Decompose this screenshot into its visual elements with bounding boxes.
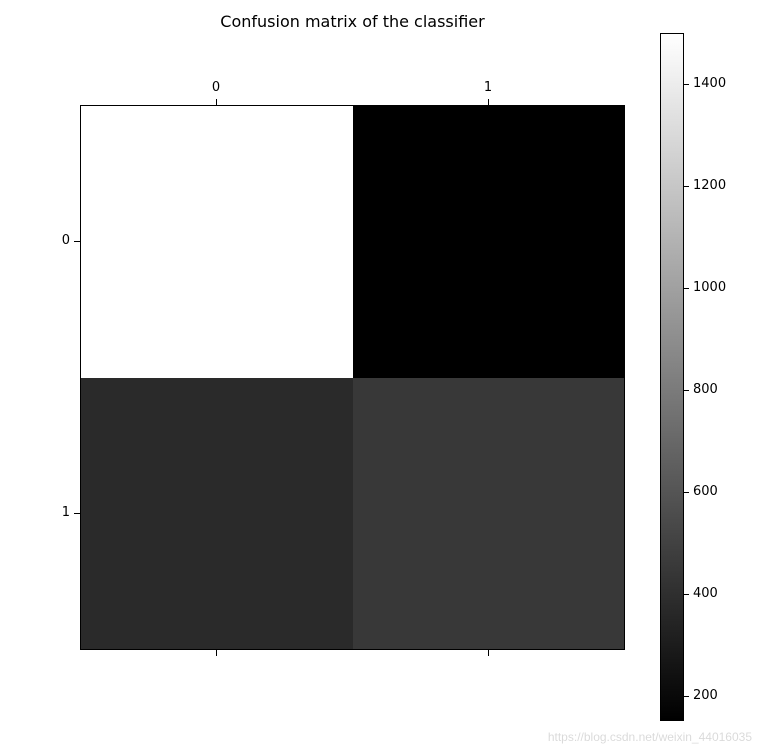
colorbar-tick-mark <box>684 696 689 697</box>
watermark-text: https://blog.csdn.net/weixin_44016035 <box>548 730 752 744</box>
bottom-tick-mark-0 <box>216 650 217 656</box>
colorbar-tick-label: 800 <box>693 382 718 397</box>
colorbar-tick-mark <box>684 186 689 187</box>
x-tick-label-1: 1 <box>478 80 498 95</box>
colorbar-gradient <box>661 34 683 720</box>
cell-1-1 <box>353 378 625 650</box>
colorbar-tick-label: 200 <box>693 688 718 703</box>
colorbar-tick-mark <box>684 492 689 493</box>
bottom-tick-mark-1 <box>488 650 489 656</box>
colorbar-tick-label: 600 <box>693 484 718 499</box>
colorbar-tick-mark <box>684 594 689 595</box>
cell-0-1 <box>353 106 625 378</box>
heatmap-plot-area <box>80 105 625 650</box>
chart-title: Confusion matrix of the classifier <box>80 12 625 31</box>
colorbar-tick-label: 1200 <box>693 178 726 193</box>
x-tick-mark-1 <box>488 99 489 105</box>
y-tick-mark-1 <box>74 513 80 514</box>
x-tick-label-0: 0 <box>206 80 226 95</box>
colorbar-tick-label: 1400 <box>693 76 726 91</box>
colorbar-tick-mark <box>684 390 689 391</box>
y-tick-label-1: 1 <box>54 505 70 520</box>
cell-1-0 <box>81 378 353 650</box>
colorbar-tick-mark <box>684 288 689 289</box>
colorbar <box>660 33 684 721</box>
y-tick-mark-0 <box>74 241 80 242</box>
colorbar-tick-label: 1000 <box>693 280 726 295</box>
colorbar-tick-mark <box>684 84 689 85</box>
cell-0-0 <box>81 106 353 378</box>
colorbar-tick-label: 400 <box>693 586 718 601</box>
x-tick-mark-0 <box>216 99 217 105</box>
y-tick-label-0: 0 <box>54 233 70 248</box>
